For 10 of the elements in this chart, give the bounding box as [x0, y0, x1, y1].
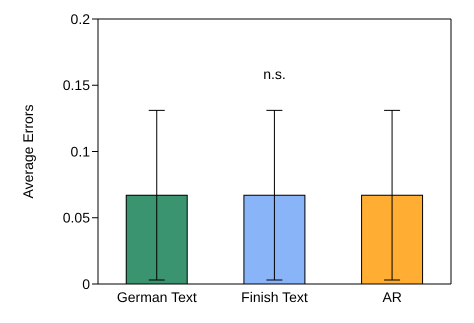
y-axis-title: Average Errors	[20, 104, 36, 198]
x-tick-label: Finish Text	[241, 288, 308, 305]
x-tick-label: AR	[382, 288, 402, 305]
y-tick-label: 0.1	[70, 143, 90, 160]
y-tick-label: 0.2	[70, 10, 90, 27]
annotation: n.s.	[262, 66, 287, 82]
y-tick-label: 0.15	[62, 77, 90, 94]
x-tick-label: German Text	[116, 288, 197, 305]
y-tick-label: 0	[82, 276, 90, 292]
y-tick-label: 0.05	[62, 210, 90, 226]
